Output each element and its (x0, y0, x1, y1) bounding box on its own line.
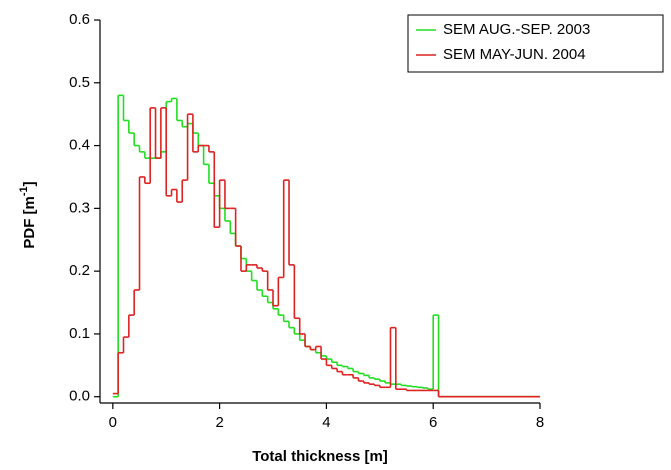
y-title-text: PDF [m (21, 196, 38, 249)
series (112, 94, 540, 398)
x-tick-label: 6 (429, 414, 437, 431)
y-tick-label: 0.4 (69, 137, 90, 154)
legend-label: SEM MAY-JUN. 2004 (443, 46, 586, 63)
x-tick-label: 4 (322, 414, 330, 431)
y-title-superscript: -1 (18, 186, 30, 196)
y-tick-label: 0.5 (69, 74, 90, 91)
x-tick-label: 0 (109, 414, 117, 431)
y-tick-label: 0.6 (69, 11, 90, 28)
x-tick-label: 2 (215, 414, 223, 431)
y-axis-title: PDF [m-1] (18, 181, 38, 248)
y-tick-label: 0.3 (69, 199, 90, 216)
x-tick-label: 8 (536, 414, 544, 431)
y-tick-label: 0.0 (69, 388, 90, 405)
y-title-close: ] (21, 181, 38, 186)
y-tick-label: 0.2 (69, 262, 90, 279)
series (112, 107, 540, 398)
x-axis-title: Total thickness [m] (252, 448, 388, 465)
legend-box (407, 14, 664, 73)
y-tick-label: 0.1 (69, 325, 90, 342)
legend-label: SEM AUG.-SEP. 2003 (443, 21, 590, 38)
